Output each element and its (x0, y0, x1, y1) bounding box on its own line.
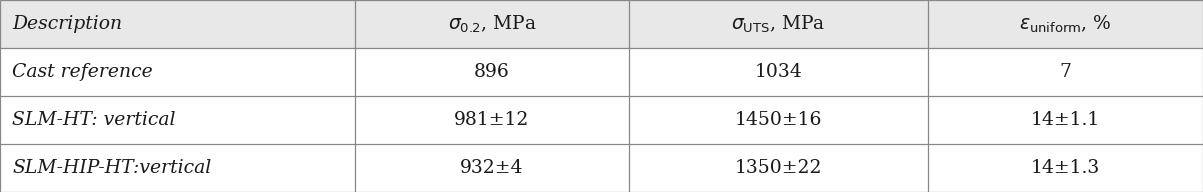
Text: SLM-HT: vertical: SLM-HT: vertical (12, 111, 176, 129)
Text: 1450±16: 1450±16 (735, 111, 822, 129)
Text: SLM-HIP-HT:vertical: SLM-HIP-HT:vertical (12, 159, 212, 177)
Text: 14±1.1: 14±1.1 (1031, 111, 1100, 129)
Text: 1034: 1034 (754, 63, 802, 81)
Text: Cast reference: Cast reference (12, 63, 153, 81)
Text: Description: Description (12, 15, 123, 33)
Text: 14±1.3: 14±1.3 (1031, 159, 1100, 177)
Text: 7: 7 (1060, 63, 1071, 81)
Text: $\sigma_{0.2}$, MPa: $\sigma_{0.2}$, MPa (448, 13, 537, 35)
Bar (0, 0, 355, 48)
Bar (355, 0, 629, 48)
Text: $\varepsilon_{\mathrm{uniform}}$, %: $\varepsilon_{\mathrm{uniform}}$, % (1019, 13, 1112, 35)
Text: 981±12: 981±12 (455, 111, 529, 129)
Text: 896: 896 (474, 63, 510, 81)
Text: $\sigma_{\mathrm{UTS}}$, MPa: $\sigma_{\mathrm{UTS}}$, MPa (731, 13, 825, 35)
Text: 1350±22: 1350±22 (735, 159, 822, 177)
Bar (928, 0, 1203, 48)
Bar (629, 0, 928, 48)
Text: 932±4: 932±4 (461, 159, 523, 177)
